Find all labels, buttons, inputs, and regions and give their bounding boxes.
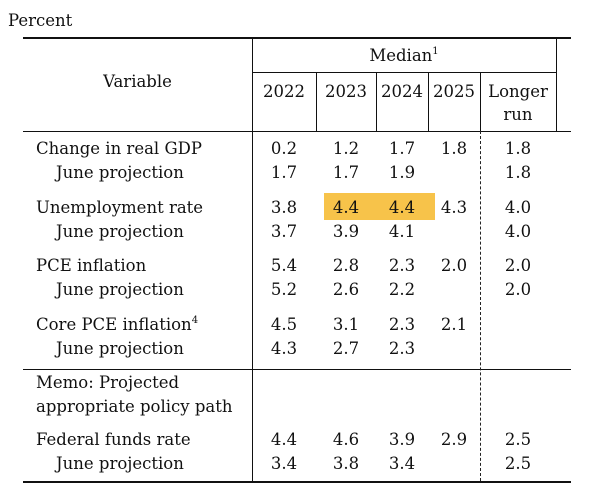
table-cell: 1.7	[270, 163, 298, 182]
table-cell: 3.4	[388, 454, 416, 473]
median-label: Median	[369, 46, 433, 65]
table-cell: 2.3	[388, 315, 416, 334]
table-cell: 2.5	[504, 430, 532, 449]
table-cell: 1.8	[440, 139, 468, 158]
variable-column-divider	[252, 38, 253, 481]
row-label: Unemployment rate	[36, 198, 203, 218]
table-cell: 5.2	[270, 280, 298, 299]
table-bottom-rule	[23, 481, 571, 483]
row-label-text: Core PCE inflation	[36, 315, 192, 334]
table-cell: 1.9	[388, 163, 416, 182]
table-cell: 4.1	[388, 222, 416, 241]
table-cell: 4.4	[270, 430, 298, 449]
row-label-text: June projection	[56, 222, 184, 241]
header-year-2024: 2024	[381, 82, 423, 101]
header-divider-2023	[376, 73, 377, 131]
table-cell: 2.1	[440, 315, 468, 334]
table-cell: 3.8	[332, 454, 360, 473]
table-cell: 1.8	[504, 139, 532, 158]
memo-separator-rule	[23, 369, 571, 370]
row-label: Federal funds rate	[36, 430, 191, 450]
table-cell: 4.4	[388, 198, 416, 217]
table-cell: 3.8	[270, 198, 298, 217]
header-bottom-rule	[23, 131, 571, 132]
table-cell: 5.4	[270, 256, 298, 275]
table-cell: 4.3	[270, 339, 298, 358]
header-variable: Variable	[103, 72, 172, 91]
table-cell: 2.2	[388, 280, 416, 299]
row-footnote: 4	[191, 315, 199, 326]
median-footnote: 1	[432, 46, 439, 57]
table-top-rule	[23, 37, 571, 39]
memo-line1: Memo: Projected	[36, 373, 180, 392]
header-divider-2022	[316, 73, 317, 131]
row-label-june-projection: June projection	[56, 280, 184, 300]
row-label-text: June projection	[56, 454, 184, 473]
table-cell: 0.2	[270, 139, 298, 158]
table-cell: 3.4	[270, 454, 298, 473]
header-median: Median1	[252, 46, 556, 66]
table-cell: 4.6	[332, 430, 360, 449]
row-label-text: June projection	[56, 339, 184, 358]
row-label: Change in real GDP	[36, 139, 202, 159]
header-longer-run-line2: run	[503, 105, 533, 124]
header-divider-2025	[480, 73, 481, 131]
table-cell: 3.7	[270, 222, 298, 241]
header-divider-longer-run	[556, 38, 557, 131]
table-cell: 1.7	[388, 139, 416, 158]
row-label-text: PCE inflation	[36, 256, 147, 275]
row-label-text: Change in real GDP	[36, 139, 202, 158]
table-cell: 2.0	[440, 256, 468, 275]
header-longer-run-line1: Longer	[488, 82, 548, 101]
table-cell: 4.5	[270, 315, 298, 334]
memo-line2: appropriate policy path	[36, 397, 233, 416]
row-label-text: June projection	[56, 280, 184, 299]
table-cell: 2.5	[504, 454, 532, 473]
row-label-text: Unemployment rate	[36, 198, 204, 217]
unemployment-highlight	[324, 193, 435, 220]
table-cell: 4.3	[440, 198, 468, 217]
row-label-june-projection: June projection	[56, 454, 184, 474]
table-cell: 2.3	[388, 339, 416, 358]
table-cell: 2.8	[332, 256, 360, 275]
table-cell: 3.9	[388, 430, 416, 449]
table-cell: 2.9	[440, 430, 468, 449]
table-cell: 2.7	[332, 339, 360, 358]
longer-run-dashed-divider	[480, 131, 481, 481]
table-cell: 3.1	[332, 315, 360, 334]
table-cell: 1.2	[332, 139, 360, 158]
table-cell: 2.3	[388, 256, 416, 275]
row-label-june-projection: June projection	[56, 163, 184, 183]
table-cell: 1.8	[504, 163, 532, 182]
unit-label: Percent	[8, 11, 73, 30]
header-divider-2024	[428, 73, 429, 131]
table-cell: 1.7	[332, 163, 360, 182]
table-cell: 2.0	[504, 256, 532, 275]
row-label-june-projection: June projection	[56, 339, 184, 359]
row-label: PCE inflation	[36, 256, 146, 276]
row-label: Core PCE inflation4	[36, 315, 198, 335]
row-label-text: June projection	[56, 163, 184, 182]
table-cell: 4.0	[504, 198, 532, 217]
table-cell: 3.9	[332, 222, 360, 241]
header-year-2025: 2025	[433, 82, 475, 101]
median-underline	[252, 72, 556, 73]
header-year-2022: 2022	[263, 82, 305, 101]
table-cell: 4.4	[332, 198, 360, 217]
table-cell: 4.0	[504, 222, 532, 241]
table-cell: 2.6	[332, 280, 360, 299]
header-year-2023: 2023	[325, 82, 367, 101]
row-label-june-projection: June projection	[56, 222, 184, 242]
table-cell: 2.0	[504, 280, 532, 299]
row-label-text: Federal funds rate	[36, 430, 191, 449]
